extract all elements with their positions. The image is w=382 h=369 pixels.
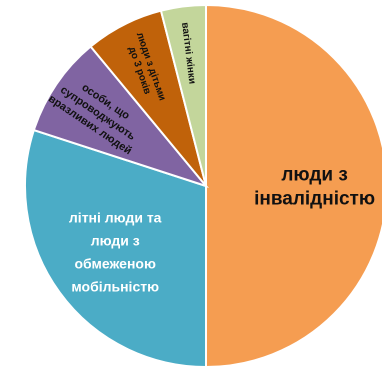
pie-slice-4	[159, 3, 207, 187]
slice-label-line: обмеженою	[74, 255, 156, 271]
pie-slices	[24, 3, 382, 369]
slice-label-line: люди з	[281, 165, 348, 186]
pie-labels: люди з інвалідністю літні люди та люди з обм…	[46, 22, 375, 295]
pie-slice-2	[32, 45, 209, 189]
slice-label-line: інвалідністю	[254, 189, 375, 210]
slice-label-1: літні люди та люди з обмеженою мобільністю	[69, 209, 162, 294]
pie-slice-1	[24, 128, 207, 369]
slice-label-line: літні люди та	[69, 209, 162, 225]
slice-label-line: люди з	[91, 232, 140, 248]
pie-slice-0	[205, 3, 382, 369]
slice-label-0: люди з інвалідністю	[254, 165, 375, 210]
slice-label-line: мобільністю	[71, 278, 159, 294]
